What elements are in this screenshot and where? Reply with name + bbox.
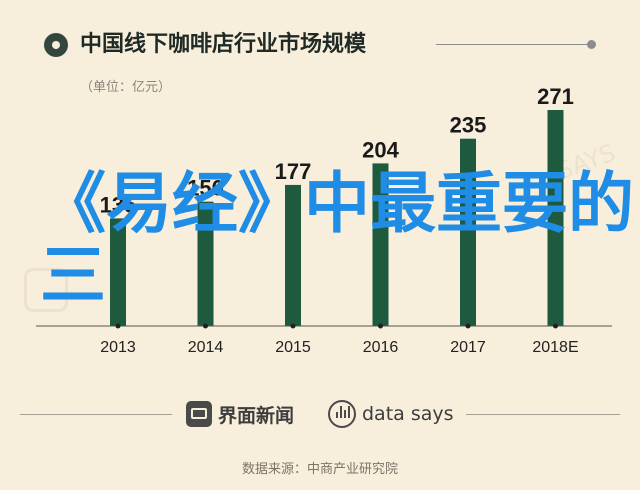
value-label-2016: 204 (362, 137, 399, 162)
value-label-2015: 177 (275, 159, 312, 184)
value-label-2014: 156 (187, 176, 224, 201)
tick-label-2013: 2013 (100, 339, 136, 356)
tick-mark-2014 (203, 323, 208, 329)
footer-divider-right (466, 414, 620, 415)
tick-label-2014: 2014 (188, 339, 224, 356)
header-divider (436, 44, 590, 45)
bar-chart: 135 156 177 204 235 271 2013 2014 2015 2016 2017 2… (36, 84, 612, 356)
tick-label-2018E: 2018E (532, 339, 578, 356)
unit-label: （单位：亿元） (80, 80, 172, 95)
brand-datasays-label: data says (362, 403, 454, 425)
tick-label-2015: 2015 (275, 339, 311, 356)
bar-2013 (110, 218, 126, 326)
title-bullet-icon (44, 33, 68, 57)
tick-mark-2016 (378, 323, 383, 329)
chart-header: 中国线下咖啡店行业市场规模 (44, 30, 604, 60)
brand-jiemian: 界面新闻 (186, 400, 294, 428)
footer-divider-left (20, 414, 172, 415)
watermark-logo-icon (24, 268, 68, 312)
data-source: 数据来源：中商产业研究院 (241, 462, 398, 477)
header-divider-end-icon (587, 40, 596, 49)
tick-mark-2013 (115, 323, 121, 329)
value-label-2017: 235 (450, 113, 487, 138)
chart-title: 中国线下咖啡店行业市场规模 (80, 32, 367, 57)
bar-2018E (547, 110, 564, 326)
value-label-2018E: 271 (537, 84, 574, 109)
jiemian-logo-icon (186, 401, 212, 427)
tick-mark-2017 (465, 323, 471, 329)
bar-2014 (197, 201, 214, 326)
bar-2016 (372, 163, 389, 326)
bar-2015 (285, 184, 301, 326)
waveform-icon (328, 400, 356, 428)
brand-jiemian-label: 界面新闻 (218, 404, 295, 427)
bar-2017 (460, 138, 476, 326)
brand-datasays: data says (328, 399, 454, 429)
value-label-2013: 135 (100, 192, 137, 217)
tick-mark-2018E (553, 323, 558, 329)
tick-mark-2015 (290, 323, 296, 329)
tick-label-2016: 2016 (363, 339, 399, 356)
overlay-text: 《易经》中最重要的三 (40, 165, 634, 314)
tick-label-2017: 2017 (450, 339, 486, 356)
